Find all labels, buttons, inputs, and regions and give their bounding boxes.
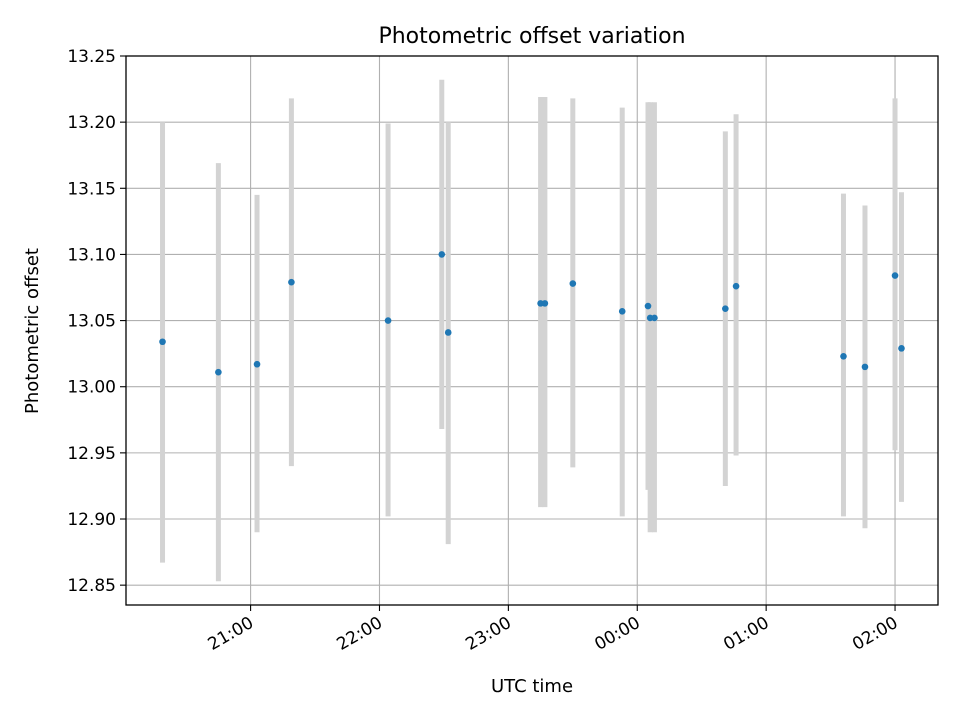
data-point [384,317,392,324]
data-point [651,314,658,322]
y-tick-label: 12.95 [67,444,116,464]
chart-title: Photometric offset variation [378,24,685,49]
x-axis-label: UTC time [491,676,573,697]
data-point [722,305,729,312]
y-tick-label: 12.90 [67,510,116,530]
y-tick-label: 13.00 [67,378,116,398]
y-tick-label: 13.15 [67,179,116,199]
data-point [569,280,577,287]
y-axis-ticks: 12.85 12.90 12.95 13.00 13.05 13.10 13.15 13.20… [67,47,126,596]
data-point [840,352,847,360]
y-tick-label: 13.25 [67,47,116,67]
y-tick-label: 13.20 [67,113,116,133]
data-point [644,302,652,310]
plot-area-frame [125,55,939,606]
data-point [861,363,869,371]
data-point [541,300,549,307]
data-point [618,308,626,315]
data-point [732,282,740,290]
data-point [159,338,166,346]
y-tick-label: 13.05 [67,312,116,332]
y-tick-label: 13.10 [67,245,116,265]
grid [126,55,938,605]
data-point [215,368,222,376]
data-points [159,251,905,376]
y-axis-label: Photometric offset [22,248,43,414]
data-point [438,251,446,258]
data-point [891,272,899,279]
data-point [898,345,905,352]
data-point [253,360,261,368]
y-tick-label: 12.85 [67,576,116,596]
data-point [288,278,295,286]
data-point [444,329,452,336]
